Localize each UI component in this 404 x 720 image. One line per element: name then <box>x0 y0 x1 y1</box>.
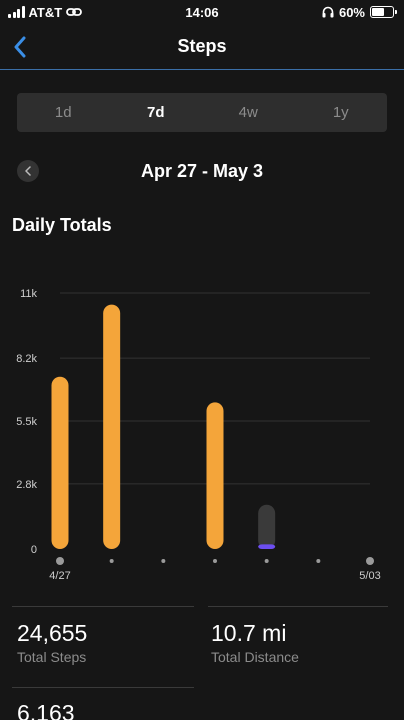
signal-icon <box>8 6 25 18</box>
chevron-left-icon <box>25 166 31 176</box>
tab-1y[interactable]: 1y <box>332 104 349 121</box>
bar <box>51 376 69 549</box>
bar <box>103 304 121 549</box>
x-tick-dot <box>109 559 114 563</box>
page-title: Steps <box>177 36 227 56</box>
x-tick-label: 4/27 <box>49 570 70 582</box>
x-tick-dot <box>366 557 374 565</box>
x-tick-label: 5/03 <box>359 570 380 582</box>
y-tick-label: 8.2k <box>16 353 37 365</box>
stat-label: Total Distance <box>211 649 299 665</box>
section-title: Daily Totals <box>12 215 112 235</box>
bar-current <box>258 544 276 549</box>
stat-label: Total Steps <box>17 649 87 665</box>
x-tick-dot <box>161 559 166 563</box>
y-tick-label: 5.5k <box>16 416 37 428</box>
battery-icon <box>370 6 397 18</box>
nav-bar: Steps <box>0 24 404 70</box>
date-range-label: Apr 27 - May 3 <box>140 160 264 181</box>
y-tick-label: 0 <box>31 544 37 556</box>
carrier-label: AT&T <box>28 4 63 20</box>
stat-total-distance: 10.7 mi Total Distance <box>211 620 299 665</box>
bar-track <box>258 504 276 549</box>
bar <box>206 402 224 549</box>
status-left: AT&T <box>8 4 83 20</box>
previous-period-button[interactable] <box>17 160 39 182</box>
stat-value: 10.7 mi <box>211 620 287 646</box>
link-icon <box>66 8 83 16</box>
date-range-row: Apr 27 - May 3 <box>0 156 404 186</box>
stat-total-steps: 24,655 Total Steps <box>17 620 87 665</box>
stat-value: 24,655 <box>17 620 88 646</box>
x-tick-dot <box>56 557 64 565</box>
y-tick-label: 11k <box>20 288 37 300</box>
tab-1d[interactable]: 1d <box>54 104 72 121</box>
chevron-left-icon <box>14 36 26 58</box>
stat-divider <box>12 606 194 607</box>
battery-percent: 60% <box>338 4 365 20</box>
stat-divider <box>208 606 388 607</box>
x-tick-dot <box>264 559 269 563</box>
range-segment-control: 1d 7d 4w 1y <box>17 93 387 132</box>
stat-value: 6,163 <box>17 700 75 720</box>
y-tick-label: 2.8k <box>16 479 37 491</box>
tab-4w[interactable]: 4w <box>238 104 258 121</box>
battery-fill <box>372 8 384 16</box>
stat-divider <box>12 687 194 688</box>
stat-average-steps: 6,163 <box>17 700 75 720</box>
x-tick-dot <box>316 559 321 563</box>
x-tick-dot <box>213 559 217 563</box>
status-bar: AT&T 14:06 60% <box>0 0 404 24</box>
status-right: 60% <box>322 4 397 20</box>
daily-totals-chart-svg: 0 2.8k 5.5k 8.2k 11k 4/27 5/03 <box>16 288 381 582</box>
tab-7d[interactable]: 7d <box>146 104 165 121</box>
headphones-icon <box>322 6 334 18</box>
back-button[interactable] <box>6 32 34 62</box>
daily-totals-chart: 0 2.8k 5.5k 8.2k 11k 4/27 5/03 <box>0 270 404 590</box>
